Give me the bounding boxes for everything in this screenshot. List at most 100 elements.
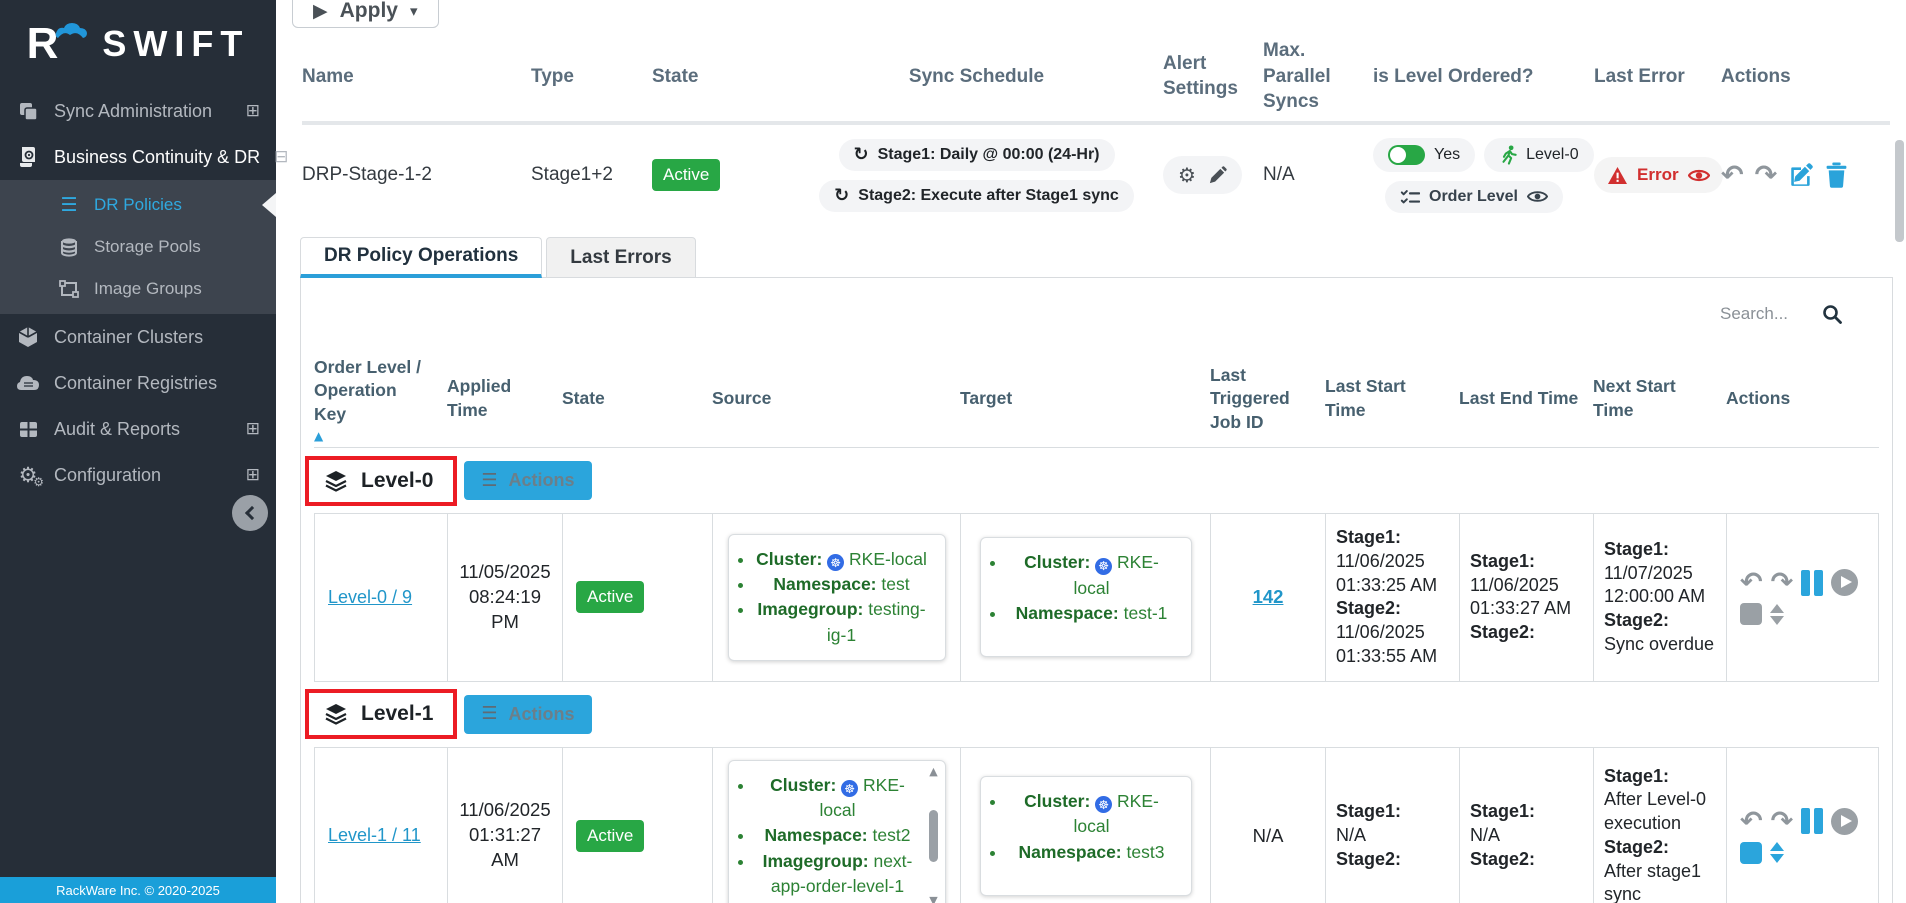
sidebar-item-business-continuity-dr[interactable]: Business Continuity & DR ⊟ — [0, 134, 288, 180]
operation-key-link[interactable]: Level-1 / 11 — [328, 825, 421, 846]
play-circle-icon[interactable] — [1831, 569, 1859, 597]
last-end-time-cell: Stage1: 11/06/2025 01:33:27 AM Stage2: — [1460, 514, 1594, 681]
search-input[interactable] — [1720, 304, 1812, 324]
sidebar-item-label: Container Registries — [54, 372, 218, 393]
group-actions-button[interactable]: ☰ Actions — [464, 694, 592, 734]
sidebar-item-container-clusters[interactable]: Container Clusters — [0, 314, 276, 360]
state-cell: Active — [563, 747, 713, 903]
pencil-icon[interactable] — [1208, 165, 1227, 185]
policy-actions: ↶ ↷ — [1721, 162, 1896, 189]
schedule-stage1-text: Stage1: Daily @ 00:00 (24-Hr) — [877, 145, 1100, 163]
undo-icon[interactable]: ↶ — [1721, 159, 1744, 191]
sidebar-item-dr-policies[interactable]: ☰ DR Policies — [0, 184, 276, 226]
job-id-link[interactable]: 142 — [1252, 586, 1284, 608]
expand-icon[interactable]: ⊞ — [245, 100, 260, 121]
kubernetes-icon: ☸ — [1095, 796, 1113, 814]
stop-icon[interactable] — [1740, 841, 1762, 864]
group-actions-button[interactable]: ☰ Actions — [464, 461, 592, 500]
annotation-highlight-level-0: Level-0 — [305, 455, 458, 506]
alert-settings-pill[interactable]: ⚙ — [1163, 156, 1242, 194]
box-scrollbar[interactable]: ▲ ▼ — [926, 766, 942, 903]
source-cluster: Cluster: ☸ RKE-local — [755, 547, 929, 572]
layers-icon — [324, 702, 348, 726]
collapse-icon[interactable]: ⊟ — [274, 146, 289, 167]
source-cell: Cluster: ☸ RKE-local Namespace: test2 Im… — [713, 747, 961, 903]
group-actions-label: Actions — [508, 470, 575, 490]
play-circle-icon[interactable] — [1831, 807, 1859, 835]
level-ordered-toggle-pill[interactable]: Yes — [1373, 137, 1476, 172]
column-header-next-start-time: Next Start Time — [1593, 376, 1676, 420]
source-imagegroup: Imagegroup: testing-ig-1 — [755, 597, 929, 648]
sidebar-item-label: DR Policies — [94, 195, 182, 214]
toggle-on-icon[interactable] — [1388, 144, 1425, 165]
applied-time-cell: 11/05/2025 08:24:19 PM — [448, 514, 563, 681]
kubernetes-icon: ☸ — [1095, 557, 1113, 575]
forward-icon[interactable]: ↷ — [1770, 567, 1794, 599]
sidebar-item-label: Configuration — [54, 464, 162, 485]
redo-icon[interactable]: ↷ — [1754, 159, 1778, 191]
column-header-max-parallel-syncs: Max. Parallel Syncs — [1263, 40, 1331, 113]
hamburger-icon: ☰ — [481, 469, 498, 491]
search-box — [1720, 304, 1842, 324]
column-header-actions: Actions — [1721, 65, 1791, 87]
warning-icon — [1607, 166, 1628, 185]
operation-row-level-1: Level-1 / 11 11/06/2025 01:31:27 AM Acti… — [314, 747, 1879, 903]
chevron-down-icon: ▾ — [409, 1, 418, 20]
sidebar-item-image-groups[interactable]: Image Groups — [0, 268, 276, 310]
schedule-stage1-pill: ↻ Stage1: Daily @ 00:00 (24-Hr) — [838, 138, 1115, 171]
column-header-order-level-operation-key[interactable]: Order Level / Operation Key ▲ — [314, 356, 447, 443]
header-divider — [302, 121, 1890, 125]
stop-icon[interactable] — [1740, 603, 1762, 626]
table-icon — [16, 419, 40, 440]
sidebar-collapse-button[interactable] — [232, 495, 268, 531]
scroll-up-icon[interactable]: ▲ — [929, 764, 938, 778]
sidebar-item-sync-administration[interactable]: Sync Administration ⊞ — [0, 88, 276, 134]
pause-icon[interactable] — [1801, 569, 1824, 596]
forward-icon[interactable]: ↷ — [1770, 805, 1794, 837]
reorder-icon[interactable] — [1770, 842, 1784, 864]
order-level-button[interactable]: Order Level — [1385, 180, 1563, 213]
revert-icon[interactable]: ↶ — [1740, 805, 1763, 837]
order-level-label: Order Level — [1429, 187, 1518, 205]
delete-icon[interactable] — [1825, 162, 1848, 188]
column-header-last-error: Last Error — [1594, 65, 1685, 87]
eye-icon[interactable] — [1687, 168, 1710, 183]
pause-icon[interactable] — [1801, 808, 1824, 835]
sidebar-item-container-registries[interactable]: Container Registries — [0, 360, 276, 406]
policy-table-header: Name Type State Sync Schedule Alert Sett… — [302, 38, 1896, 115]
apply-button-label: Apply — [339, 0, 398, 22]
page-scrollbar-thumb[interactable] — [1895, 140, 1904, 242]
gear-icon[interactable]: ⚙ — [1178, 163, 1196, 187]
operation-key-link[interactable]: Level-0 / 9 — [328, 586, 413, 607]
scroll-down-icon[interactable]: ▼ — [929, 894, 938, 903]
operations-table-header: Order Level / Operation Key ▲ Applied Ti… — [314, 351, 1879, 448]
actions-cell: ↶ ↷ — [1727, 748, 1878, 903]
last-start-time-cell: Stage1: 11/06/2025 01:33:25 AM Stage2: 1… — [1326, 514, 1460, 681]
execution-level-label: Level-0 — [1526, 145, 1579, 163]
sidebar-item-configuration[interactable]: ⚙ ⚙ Configuration ⊞ — [0, 452, 276, 498]
search-icon[interactable] — [1822, 304, 1842, 324]
sidebar-item-storage-pools[interactable]: Storage Pools — [0, 226, 276, 268]
expand-icon[interactable]: ⊞ — [245, 464, 260, 485]
policy-last-error: Error — [1594, 157, 1723, 193]
last-error-pill[interactable]: Error — [1594, 157, 1723, 193]
reorder-icon[interactable] — [1770, 603, 1784, 625]
expand-icon[interactable]: ⊞ — [245, 418, 260, 439]
toggle-label: Yes — [1434, 145, 1461, 163]
tab-last-errors[interactable]: Last Errors — [546, 237, 696, 278]
sidebar-item-audit-reports[interactable]: Audit & Reports ⊞ — [0, 406, 276, 452]
edit-icon[interactable] — [1788, 162, 1814, 188]
scroll-gear-icon — [16, 146, 40, 168]
eye-icon[interactable] — [1526, 189, 1548, 204]
applied-time-cell: 11/06/2025 01:31:27 AM — [448, 747, 563, 903]
group-actions-label: Actions — [508, 703, 575, 724]
column-header-type: Type — [531, 65, 574, 87]
revert-icon[interactable]: ↶ — [1740, 567, 1763, 599]
source-imagegroup: Imagegroup: next-app-order-level-1 — [755, 849, 921, 900]
source-namespace: Namespace: test — [755, 572, 929, 597]
scrollbar-thumb[interactable] — [929, 809, 938, 862]
apply-button[interactable]: ▶ Apply ▾ — [292, 0, 439, 28]
tab-dr-policy-operations[interactable]: DR Policy Operations — [300, 237, 543, 278]
sort-ascending-icon[interactable]: ▲ — [314, 429, 324, 444]
status-badge: Active — [576, 581, 645, 614]
